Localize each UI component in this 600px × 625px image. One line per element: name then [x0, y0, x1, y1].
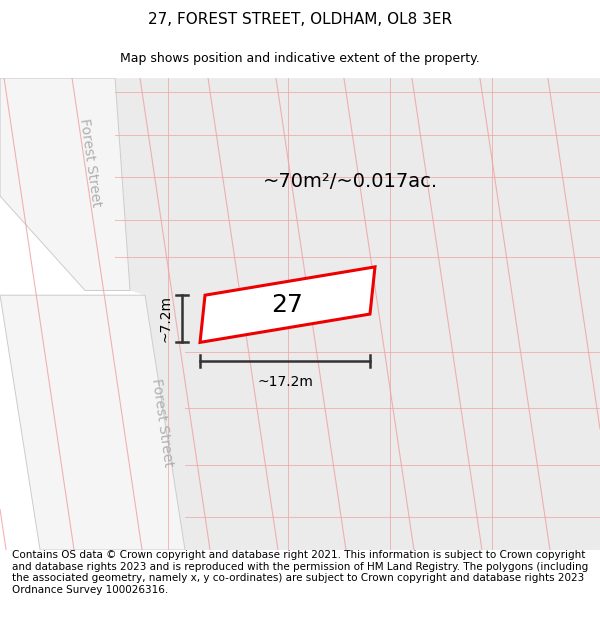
Text: Forest Street: Forest Street — [77, 118, 103, 208]
Text: Contains OS data © Crown copyright and database right 2021. This information is : Contains OS data © Crown copyright and d… — [12, 550, 588, 595]
Text: 27: 27 — [272, 292, 304, 317]
Text: Map shows position and indicative extent of the property.: Map shows position and indicative extent… — [120, 52, 480, 65]
Polygon shape — [0, 295, 185, 550]
Text: 27, FOREST STREET, OLDHAM, OL8 3ER: 27, FOREST STREET, OLDHAM, OL8 3ER — [148, 12, 452, 27]
Text: Forest Street: Forest Street — [149, 378, 175, 468]
Text: ~70m²/~0.017ac.: ~70m²/~0.017ac. — [262, 173, 437, 191]
Polygon shape — [115, 78, 600, 550]
Polygon shape — [0, 78, 130, 291]
Polygon shape — [200, 267, 375, 342]
Text: ~7.2m: ~7.2m — [158, 295, 172, 343]
Text: ~17.2m: ~17.2m — [257, 375, 313, 389]
